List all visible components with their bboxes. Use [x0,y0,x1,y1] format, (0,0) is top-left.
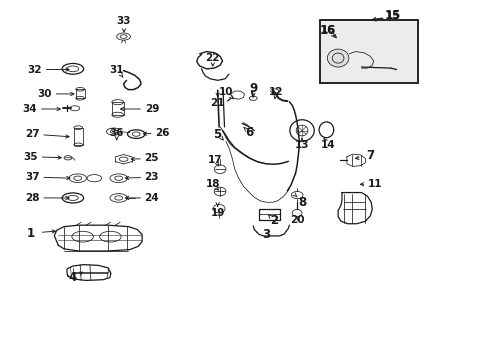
Bar [112,102,123,115]
Text: 19: 19 [210,208,224,218]
Ellipse shape [327,49,348,67]
Text: 4: 4 [69,271,77,284]
Text: 36: 36 [109,128,124,138]
Text: 13: 13 [294,140,308,150]
Text: 23: 23 [144,172,159,182]
Bar [76,89,84,98]
Text: 34: 34 [22,104,37,114]
Text: 20: 20 [289,215,304,225]
Text: 35: 35 [23,152,38,162]
Text: 30: 30 [37,89,52,99]
Text: 3: 3 [262,228,270,241]
Text: 16: 16 [320,24,336,37]
Text: 29: 29 [144,104,159,114]
Bar [74,128,82,145]
Text: 21: 21 [210,98,224,108]
Text: 37: 37 [25,172,40,182]
Bar [320,21,417,83]
Text: 22: 22 [205,53,220,63]
Text: 10: 10 [218,87,233,97]
Text: 26: 26 [155,128,169,138]
Text: 25: 25 [144,153,159,163]
Text: 17: 17 [207,155,222,165]
Text: 33: 33 [117,17,131,27]
Text: 28: 28 [25,193,40,203]
Text: 7: 7 [366,149,374,162]
Text: 6: 6 [245,126,253,139]
Text: 14: 14 [321,140,335,150]
Text: 32: 32 [27,64,42,75]
Text: 31: 31 [109,64,124,75]
Text: 16: 16 [321,25,335,35]
Text: 9: 9 [249,82,257,95]
Text: 2: 2 [269,214,277,227]
Text: 12: 12 [268,87,283,97]
Text: 24: 24 [144,193,159,203]
Text: 11: 11 [367,179,382,189]
Text: 27: 27 [25,129,40,139]
Text: 18: 18 [205,179,220,189]
Text: 15: 15 [385,11,400,21]
Text: 8: 8 [297,196,305,209]
Text: 1: 1 [27,226,35,239]
Text: 5: 5 [213,127,222,141]
Text: 15: 15 [384,9,401,22]
